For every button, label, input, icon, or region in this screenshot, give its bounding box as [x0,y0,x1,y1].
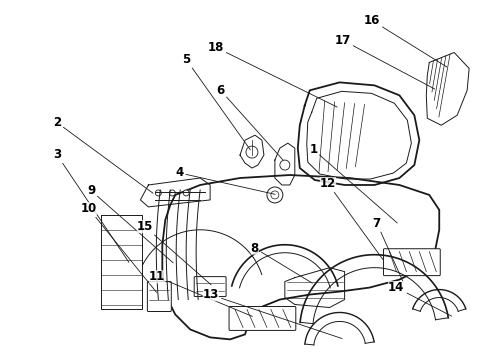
FancyBboxPatch shape [194,276,226,297]
Text: 1: 1 [309,143,397,223]
Text: 18: 18 [208,41,337,107]
Circle shape [183,190,189,196]
Text: 16: 16 [364,14,447,67]
FancyBboxPatch shape [147,282,172,311]
Text: 14: 14 [388,281,452,316]
Circle shape [169,190,175,196]
Circle shape [246,146,258,158]
FancyBboxPatch shape [229,306,296,330]
Text: 11: 11 [149,270,252,316]
Text: 9: 9 [87,184,173,263]
Text: 4: 4 [175,166,275,194]
Text: 2: 2 [53,116,153,193]
Text: 8: 8 [251,242,312,283]
Text: 12: 12 [320,177,383,260]
Circle shape [280,160,290,170]
Text: 15: 15 [137,220,211,285]
Text: 6: 6 [217,84,283,160]
Circle shape [267,187,283,203]
Circle shape [155,190,161,196]
Circle shape [271,191,279,199]
Text: 3: 3 [53,148,129,262]
Text: 10: 10 [81,202,157,292]
FancyBboxPatch shape [384,249,440,276]
Text: 13: 13 [203,288,342,338]
Text: 17: 17 [335,33,435,89]
Text: 5: 5 [182,53,250,150]
Text: 7: 7 [373,216,403,282]
